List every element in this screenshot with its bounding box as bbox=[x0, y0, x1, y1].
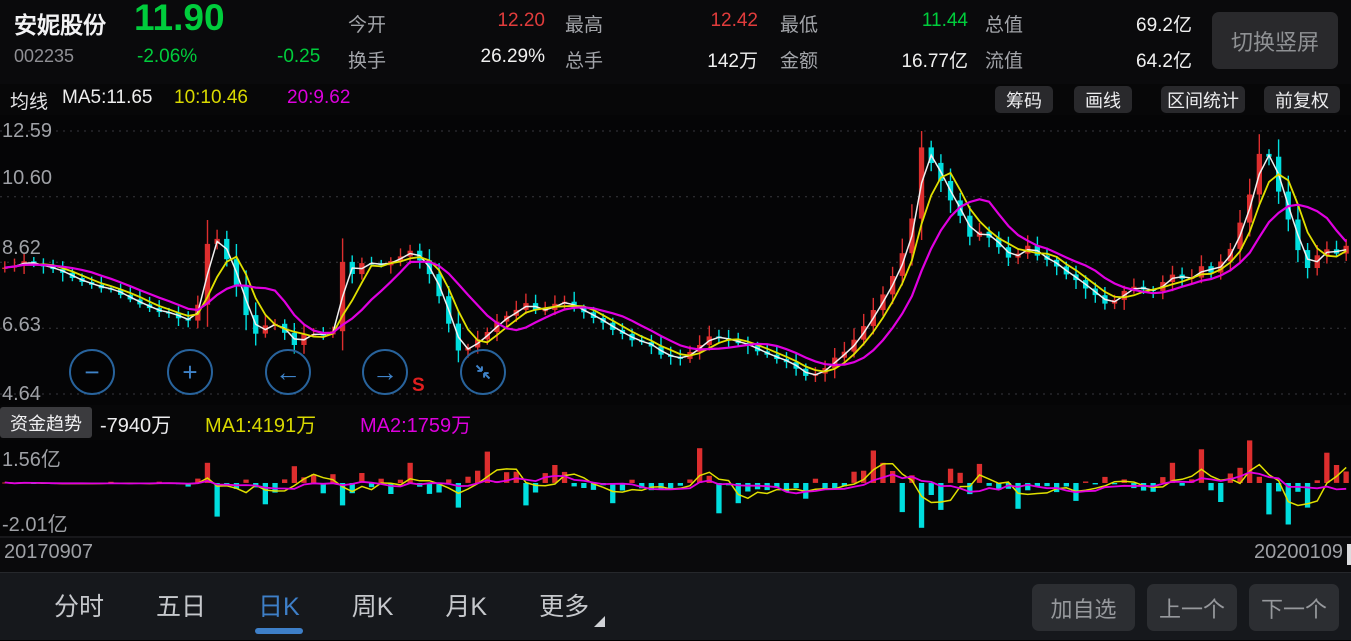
fund-ma2-value: MA2:1759万 bbox=[360, 415, 472, 437]
label-high: 最高 bbox=[565, 15, 604, 36]
previous-stock-button[interactable]: 上一个 bbox=[1147, 584, 1237, 631]
forward-adjust-button[interactable]: 前复权 bbox=[1264, 86, 1340, 113]
add-watchlist-button[interactable]: 加自选 bbox=[1032, 584, 1135, 631]
zoom-out-button[interactable]: − bbox=[69, 349, 115, 395]
label-turnover: 换手 bbox=[348, 51, 387, 72]
tab-daily-k-label: 日K bbox=[258, 593, 300, 621]
value-amount: 16.77亿 bbox=[901, 51, 968, 72]
fund-axis-min: -2.01亿 bbox=[2, 514, 68, 536]
tab-monthly-k[interactable]: 月K bbox=[445, 593, 488, 621]
rotate-screen-button[interactable]: 切换竖屏 bbox=[1212, 12, 1338, 69]
ma-legend-title: 均线 bbox=[10, 92, 49, 113]
arrow-left-icon: ← bbox=[275, 357, 301, 387]
bottom-toolbar: 分时 五日 日K 周K 月K 更多 加自选 上一个 下一个 bbox=[0, 572, 1351, 640]
sell-signal-marker: S bbox=[412, 375, 425, 396]
scrollbar-thumb[interactable] bbox=[1347, 544, 1351, 565]
tab-five-day[interactable]: 五日 bbox=[156, 593, 207, 621]
change-absolute: -0.25 bbox=[277, 46, 321, 67]
value-turnover: 26.29% bbox=[480, 46, 545, 67]
ma20-value: 20:9.62 bbox=[287, 87, 351, 108]
price-tick-5: 4.64 bbox=[2, 383, 41, 405]
more-corner-triangle-icon bbox=[594, 616, 606, 627]
tab-daily-k[interactable]: 日K bbox=[254, 573, 303, 641]
label-low: 最低 bbox=[780, 15, 819, 36]
arrow-right-icon: → bbox=[372, 357, 398, 387]
pan-right-button[interactable]: → bbox=[362, 349, 408, 395]
range-stats-button[interactable]: 区间统计 bbox=[1161, 86, 1245, 113]
fund-flow-chart[interactable] bbox=[0, 440, 1351, 538]
minus-icon: − bbox=[84, 357, 100, 387]
zoom-in-button[interactable]: + bbox=[167, 349, 213, 395]
tab-intraday[interactable]: 分时 bbox=[54, 593, 105, 621]
fund-ma1-value: MA1:4191万 bbox=[205, 415, 317, 437]
label-volume: 总手 bbox=[565, 51, 604, 72]
draw-line-button[interactable]: 画线 bbox=[1074, 86, 1132, 113]
shrink-chart-button[interactable] bbox=[460, 349, 506, 395]
value-high: 12.42 bbox=[710, 10, 758, 31]
date-range-start: 20170907 bbox=[4, 541, 93, 563]
label-amount: 金额 bbox=[780, 51, 819, 72]
price-tick-3: 8.62 bbox=[2, 237, 41, 259]
last-price: 11.90 bbox=[134, 0, 225, 38]
plus-icon: + bbox=[182, 357, 198, 387]
date-range-end: 20200109 bbox=[1254, 541, 1343, 563]
fund-trend-chip[interactable]: 资金趋势 bbox=[0, 407, 92, 438]
stock-name: 安妮股份 bbox=[14, 12, 106, 38]
ma10-value: 10:10.46 bbox=[174, 87, 248, 108]
price-tick-4: 6.63 bbox=[2, 314, 41, 336]
ma5-value: MA5:11.65 bbox=[62, 87, 153, 108]
candlestick-chart[interactable] bbox=[0, 115, 1351, 405]
label-total-value: 总值 bbox=[985, 15, 1024, 36]
tab-weekly-k[interactable]: 周K bbox=[351, 593, 394, 621]
fund-trend-value: -7940万 bbox=[100, 415, 172, 437]
value-low: 11.44 bbox=[921, 10, 968, 31]
change-percent: -2.06% bbox=[137, 46, 198, 67]
label-float-value: 流值 bbox=[985, 51, 1024, 72]
value-volume: 142万 bbox=[707, 51, 758, 72]
active-tab-underline bbox=[254, 628, 303, 634]
tab-more[interactable]: 更多 bbox=[539, 573, 606, 641]
value-total-value: 69.2亿 bbox=[1136, 15, 1192, 36]
value-float-value: 64.2亿 bbox=[1136, 51, 1192, 72]
chips-button[interactable]: 筹码 bbox=[995, 86, 1053, 113]
fund-flow-chart-pane[interactable]: 1.56亿 -2.01亿 bbox=[0, 440, 1351, 538]
price-tick-2: 10.60 bbox=[2, 167, 53, 189]
period-tabs: 分时 五日 日K 周K 月K 更多 bbox=[54, 573, 606, 641]
ma-legend-row: 均线 MA5:11.65 10:10.46 20:9.62 筹码 画线 区间统计… bbox=[0, 84, 1351, 115]
stock-code: 002235 bbox=[14, 46, 75, 66]
value-open: 12.20 bbox=[497, 10, 545, 31]
next-stock-button[interactable]: 下一个 bbox=[1249, 584, 1339, 631]
shrink-icon bbox=[475, 364, 491, 380]
fund-trend-row: 资金趋势 -7940万 MA1:4191万 MA2:1759万 bbox=[0, 405, 1351, 440]
date-axis: 20170907 20200109 bbox=[0, 538, 1351, 572]
tab-more-label: 更多 bbox=[539, 593, 590, 621]
quote-header: 安妮股份 002235 11.90 -2.06% -0.25 今开 12.20 … bbox=[0, 0, 1351, 84]
fund-axis-max: 1.56亿 bbox=[2, 449, 61, 471]
candlestick-chart-pane[interactable]: 12.59 10.60 8.62 6.63 4.64 − + ← → S bbox=[0, 115, 1351, 405]
label-open: 今开 bbox=[348, 15, 387, 36]
pan-left-button[interactable]: ← bbox=[265, 349, 311, 395]
price-tick-1: 12.59 bbox=[2, 120, 53, 142]
